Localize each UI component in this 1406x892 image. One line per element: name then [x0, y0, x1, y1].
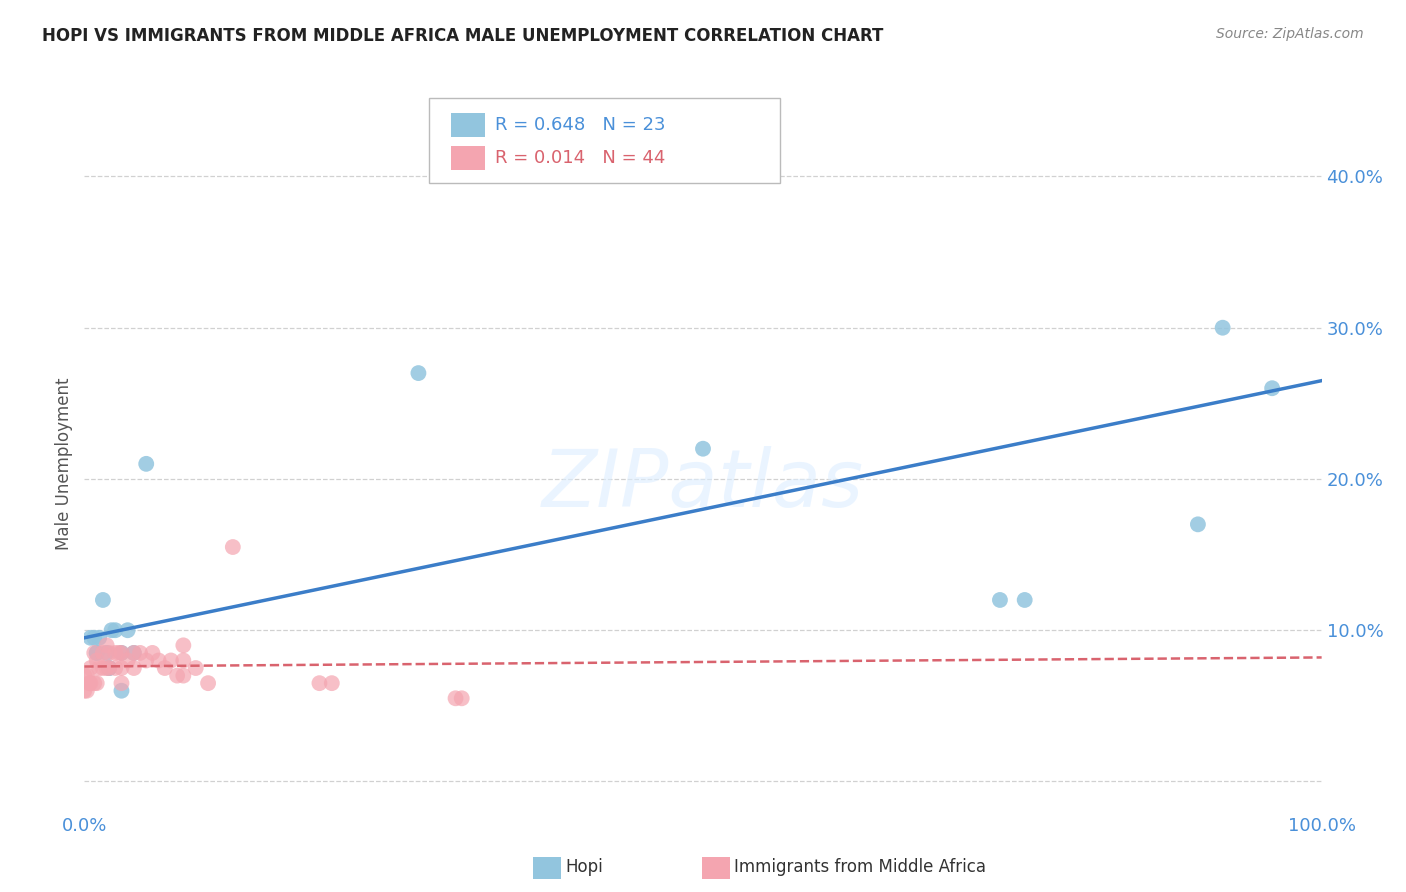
Point: [135, 653, 157, 667]
Point: [79, 676, 101, 690]
Point: [73, 683, 96, 698]
Point: [98, 646, 121, 660]
Point: [108, 646, 131, 660]
Point: [89, 631, 111, 645]
Point: [450, 691, 472, 706]
Point: [135, 457, 157, 471]
Point: [73, 668, 96, 682]
Point: [76, 668, 98, 682]
Point: [83, 676, 105, 690]
Point: [79, 676, 101, 690]
Point: [76, 683, 98, 698]
Point: [86, 646, 108, 660]
Point: [321, 676, 343, 690]
Point: [172, 638, 194, 652]
Point: [117, 653, 139, 667]
Point: [91, 661, 114, 675]
Point: [1187, 517, 1209, 532]
Text: Immigrants from Middle Africa: Immigrants from Middle Africa: [734, 858, 986, 876]
Point: [91, 646, 114, 660]
Point: [83, 646, 105, 660]
Point: [408, 366, 430, 380]
Text: R = 0.648   N = 23: R = 0.648 N = 23: [495, 116, 665, 134]
Point: [96, 661, 118, 675]
Point: [100, 624, 122, 638]
Point: [96, 638, 118, 652]
Point: [122, 661, 145, 675]
Point: [160, 653, 183, 667]
Point: [308, 676, 330, 690]
Point: [1212, 320, 1234, 334]
Point: [104, 646, 127, 660]
Point: [1014, 593, 1036, 607]
Point: [91, 593, 114, 607]
Point: [79, 661, 101, 675]
Point: [988, 593, 1011, 607]
Point: [197, 676, 219, 690]
Point: [222, 540, 245, 554]
Point: [86, 676, 108, 690]
Point: [96, 646, 118, 660]
Text: R = 0.014   N = 44: R = 0.014 N = 44: [495, 149, 665, 167]
Point: [172, 653, 194, 667]
Y-axis label: Male Unemployment: Male Unemployment: [55, 377, 73, 550]
Point: [110, 676, 132, 690]
Text: HOPI VS IMMIGRANTS FROM MIDDLE AFRICA MALE UNEMPLOYMENT CORRELATION CHART: HOPI VS IMMIGRANTS FROM MIDDLE AFRICA MA…: [42, 27, 883, 45]
Point: [110, 661, 132, 675]
Point: [444, 691, 467, 706]
Point: [117, 624, 139, 638]
Point: [122, 646, 145, 660]
Text: Hopi: Hopi: [565, 858, 603, 876]
Point: [98, 661, 121, 675]
Point: [89, 661, 111, 675]
Point: [110, 646, 132, 660]
Point: [153, 661, 176, 675]
Text: Source: ZipAtlas.com: Source: ZipAtlas.com: [1216, 27, 1364, 41]
Point: [110, 646, 132, 660]
Point: [122, 646, 145, 660]
Point: [86, 653, 108, 667]
Point: [129, 646, 152, 660]
Point: [166, 668, 188, 682]
Point: [79, 631, 101, 645]
Point: [98, 661, 121, 675]
Point: [184, 661, 207, 675]
Point: [86, 646, 108, 660]
Point: [692, 442, 714, 456]
Point: [83, 631, 105, 645]
Point: [104, 661, 127, 675]
Point: [110, 683, 132, 698]
Point: [1261, 381, 1284, 395]
Point: [141, 646, 163, 660]
Point: [172, 668, 194, 682]
Point: [148, 653, 170, 667]
Point: [98, 661, 121, 675]
Text: ZIPatlas: ZIPatlas: [541, 446, 865, 524]
Point: [104, 624, 127, 638]
